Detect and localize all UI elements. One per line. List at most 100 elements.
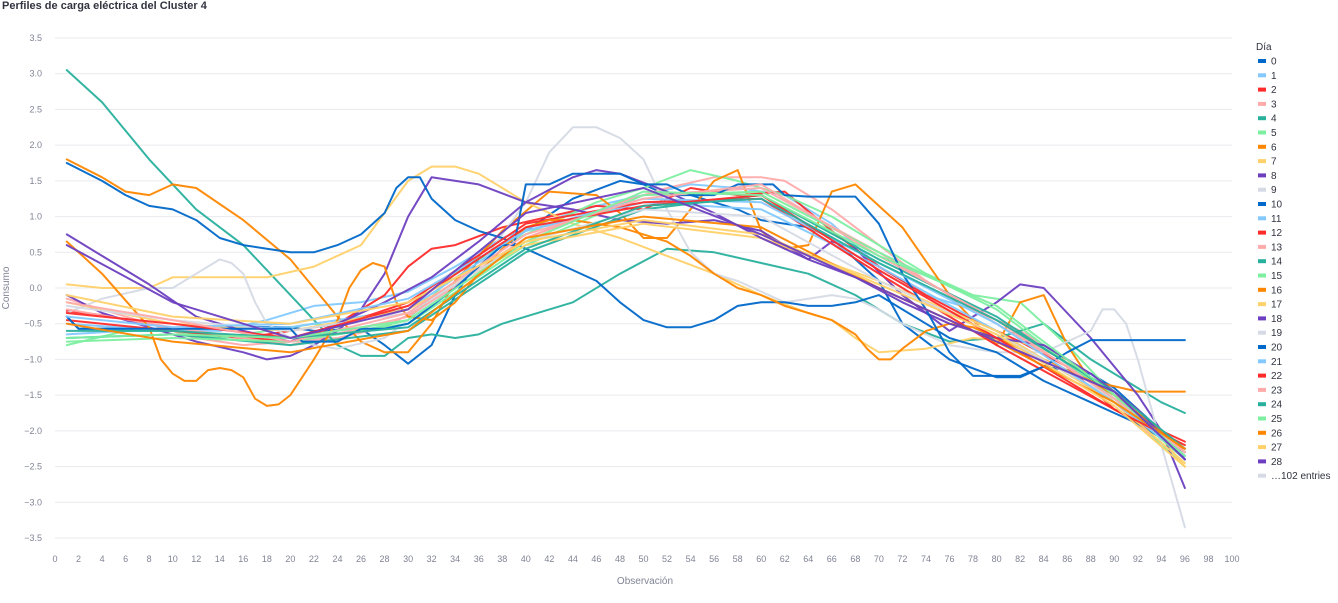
x-tick-label: 10 bbox=[168, 554, 178, 564]
series-line-24[interactable] bbox=[65, 197, 1186, 450]
series-line-12[interactable] bbox=[65, 197, 1186, 450]
legend-swatch bbox=[1258, 445, 1266, 450]
x-tick-label: 82 bbox=[1015, 554, 1025, 564]
legend-swatch bbox=[1258, 302, 1266, 307]
legend-item-label[interactable]: 4 bbox=[1271, 114, 1277, 125]
y-tick-label: 2.5 bbox=[29, 104, 42, 114]
y-axis-ticks: 3.5 3.0 2.5 2.0 1.5 1.0 0.5 0.0 −0.5 −1.0 −1.5 −2.0… bbox=[24, 33, 42, 543]
series-line-19[interactable] bbox=[65, 208, 1186, 454]
x-tick-label: 14 bbox=[215, 554, 225, 564]
legend-item-label[interactable]: 0 bbox=[1271, 57, 1277, 68]
legend-item-label[interactable]: 7 bbox=[1271, 157, 1277, 168]
legend-swatch bbox=[1258, 216, 1266, 221]
y-tick-label: 0.0 bbox=[29, 283, 42, 293]
legend-item-label[interactable]: 27 bbox=[1271, 443, 1283, 454]
legend-item-label[interactable]: 21 bbox=[1271, 357, 1283, 368]
y-tick-label: 1.0 bbox=[29, 212, 42, 222]
series-line-20[interactable] bbox=[65, 172, 1186, 377]
x-tick-label: 62 bbox=[780, 554, 790, 564]
legend-swatch bbox=[1258, 202, 1266, 206]
legend-swatch bbox=[1258, 159, 1266, 164]
x-tick-label: 64 bbox=[803, 554, 813, 564]
legend-item-label[interactable]: 1 bbox=[1271, 71, 1277, 82]
x-tick-label: 78 bbox=[968, 554, 978, 564]
legend-swatch bbox=[1258, 387, 1266, 392]
legend-item-label[interactable]: 23 bbox=[1271, 385, 1283, 396]
x-tick-label: 60 bbox=[756, 554, 766, 564]
legend-swatch bbox=[1258, 259, 1266, 264]
legend-item-label[interactable]: 19 bbox=[1271, 328, 1283, 339]
x-tick-label: 48 bbox=[615, 554, 625, 564]
legend-item-label[interactable]: 10 bbox=[1271, 200, 1283, 211]
x-tick-label: 100 bbox=[1224, 554, 1239, 564]
x-tick-label: 18 bbox=[262, 554, 272, 564]
legend-item-label[interactable]: 13 bbox=[1271, 242, 1283, 253]
legend-item-label[interactable]: 2 bbox=[1271, 85, 1277, 96]
legend-item-label[interactable]: 12 bbox=[1271, 228, 1283, 239]
legend-swatch bbox=[1258, 59, 1266, 63]
series-line-6[interactable] bbox=[65, 158, 1186, 393]
legend-item-label[interactable]: 15 bbox=[1271, 271, 1283, 282]
series-line-23[interactable] bbox=[65, 183, 1186, 454]
legend-item-label[interactable]: 28 bbox=[1271, 457, 1283, 468]
series-line-26[interactable] bbox=[65, 215, 1186, 450]
series-line-25[interactable] bbox=[65, 190, 1186, 457]
legend-more-entries[interactable]: …102 entries bbox=[1271, 471, 1330, 482]
x-tick-label: 70 bbox=[874, 554, 884, 564]
legend-swatch bbox=[1258, 73, 1266, 78]
grid-lines bbox=[55, 37, 1232, 539]
series-line-10[interactable] bbox=[65, 162, 1186, 454]
x-tick-label: 8 bbox=[147, 554, 152, 564]
legend-item-label[interactable]: 16 bbox=[1271, 285, 1283, 296]
legend-item-label[interactable]: 20 bbox=[1271, 343, 1283, 354]
legend-item-label[interactable]: 6 bbox=[1271, 142, 1277, 153]
x-tick-label: 34 bbox=[450, 554, 460, 564]
x-tick-label: 24 bbox=[332, 554, 342, 564]
legend-item-label[interactable]: 25 bbox=[1271, 414, 1283, 425]
x-tick-label: 72 bbox=[897, 554, 907, 564]
legend-item-label[interactable]: 5 bbox=[1271, 128, 1277, 139]
y-tick-label: −3.5 bbox=[24, 533, 42, 543]
x-tick-label: 66 bbox=[827, 554, 837, 564]
x-tick-label: 22 bbox=[309, 554, 319, 564]
legend-item-label[interactable]: 9 bbox=[1271, 185, 1277, 196]
x-tick-label: 54 bbox=[686, 554, 696, 564]
x-tick-label: 88 bbox=[1086, 554, 1096, 564]
legend-swatch bbox=[1258, 230, 1266, 235]
legend-item-label[interactable]: 14 bbox=[1271, 257, 1283, 268]
legend-item-label[interactable]: 11 bbox=[1271, 214, 1282, 225]
legend-item-label[interactable]: 22 bbox=[1271, 371, 1283, 382]
y-tick-label: −1.5 bbox=[24, 390, 42, 400]
x-tick-label: 26 bbox=[356, 554, 366, 564]
series-lines bbox=[65, 69, 1186, 529]
legend-item-label[interactable]: 8 bbox=[1271, 171, 1277, 182]
legend-item-label[interactable]: 17 bbox=[1271, 300, 1283, 311]
x-tick-label: 58 bbox=[733, 554, 743, 564]
legend-item-label[interactable]: 3 bbox=[1271, 99, 1277, 110]
x-tick-label: 46 bbox=[591, 554, 601, 564]
x-tick-label: 68 bbox=[850, 554, 860, 564]
y-tick-label: −2.0 bbox=[24, 426, 42, 436]
series-line-15[interactable] bbox=[65, 190, 1186, 461]
legend-item-label[interactable]: 26 bbox=[1271, 428, 1283, 439]
legend-item-label[interactable]: 18 bbox=[1271, 314, 1283, 325]
x-tick-label: 12 bbox=[191, 554, 201, 564]
legend-swatch bbox=[1258, 187, 1266, 192]
x-tick-label: 2 bbox=[76, 554, 81, 564]
legend-title: Día bbox=[1256, 42, 1272, 53]
y-tick-label: 2.0 bbox=[29, 140, 42, 150]
legend-swatch bbox=[1258, 402, 1266, 407]
y-tick-label: 1.5 bbox=[29, 176, 42, 186]
legend: Día 012345678910111213141516171819202122… bbox=[1256, 42, 1330, 482]
legend-swatch bbox=[1258, 430, 1266, 435]
x-tick-label: 56 bbox=[709, 554, 719, 564]
series-line-28[interactable] bbox=[65, 187, 1186, 461]
legend-swatch bbox=[1258, 130, 1266, 135]
legend-swatch bbox=[1258, 116, 1266, 121]
legend-swatch bbox=[1258, 101, 1266, 106]
legend-swatch bbox=[1258, 373, 1266, 378]
legend-swatch bbox=[1258, 87, 1266, 92]
legend-item-label[interactable]: 24 bbox=[1271, 400, 1283, 411]
x-tick-label: 28 bbox=[380, 554, 390, 564]
